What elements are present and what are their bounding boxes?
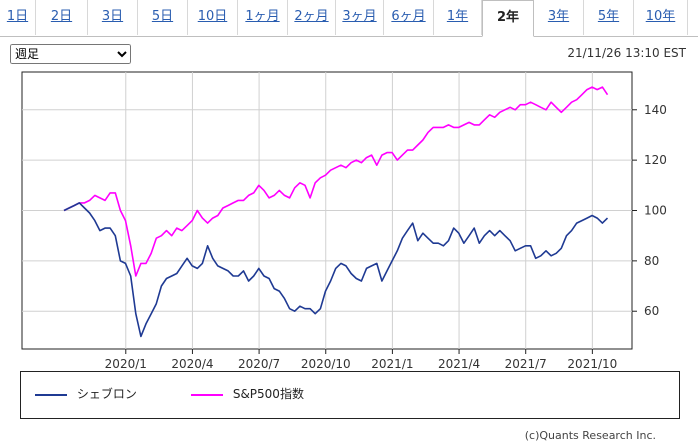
x-tick-label: 2020/10 [301,357,351,371]
legend-item-chevron: シェブロン [35,385,137,402]
tab-1[interactable]: 1日 [0,0,36,35]
tab-8[interactable]: 3ヶ月 [336,0,384,35]
legend: シェブロン S&P500指数 [20,371,680,419]
legend-label-chevron: シェブロン [76,387,137,401]
x-tick-label: 2021/7 [505,357,547,371]
y-tick-label: 140 [644,103,667,117]
tab-2[interactable]: 2日 [36,0,88,35]
tab-13[interactable]: 5年 [584,0,634,35]
timestamp: 21/11/26 13:10 EST [567,46,686,60]
y-tick-label: 100 [644,204,667,218]
series-line-chevron [63,202,609,338]
x-tick-label: 2020/4 [171,357,213,371]
x-tick-label: 2021/10 [567,357,617,371]
tab-6[interactable]: 1ヶ月 [238,0,288,35]
legend-label-sp500: S&P500指数 [232,387,304,401]
tab-14[interactable]: 10年 [634,0,688,35]
x-tick-label: 2020/1 [105,357,147,371]
tab-5[interactable]: 10日 [188,0,238,35]
legend-item-sp500: S&P500指数 [191,385,304,402]
tab-10[interactable]: 1年 [434,0,482,35]
tab-12[interactable]: 3年 [534,0,584,35]
x-tick-label: 2021/4 [438,357,480,371]
x-tick-label: 2020/7 [238,357,280,371]
y-tick-label: 80 [644,254,659,268]
period-tabs: 1日 2日 3日 5日 10日 1ヶ月 2ヶ月 3ヶ月 6ヶ月 1年 2年 3年 5年 10年 [0,0,698,37]
tab-4[interactable]: 5日 [138,0,188,35]
legend-swatch-chevron [35,393,67,396]
candle-period-select[interactable]: 週足 [10,44,131,64]
tab-7[interactable]: 2ヶ月 [288,0,336,35]
y-tick-label: 60 [644,304,659,318]
legend-swatch-sp500 [191,393,223,396]
series-line-sp500 [63,86,609,277]
tab-3[interactable]: 3日 [88,0,138,35]
tab-11[interactable]: 2年 [482,0,534,37]
copyright: (c)Quants Research Inc. [524,429,656,442]
x-tick-label: 2021/1 [371,357,413,371]
tab-9[interactable]: 6ヶ月 [384,0,434,35]
y-tick-label: 120 [644,153,667,167]
